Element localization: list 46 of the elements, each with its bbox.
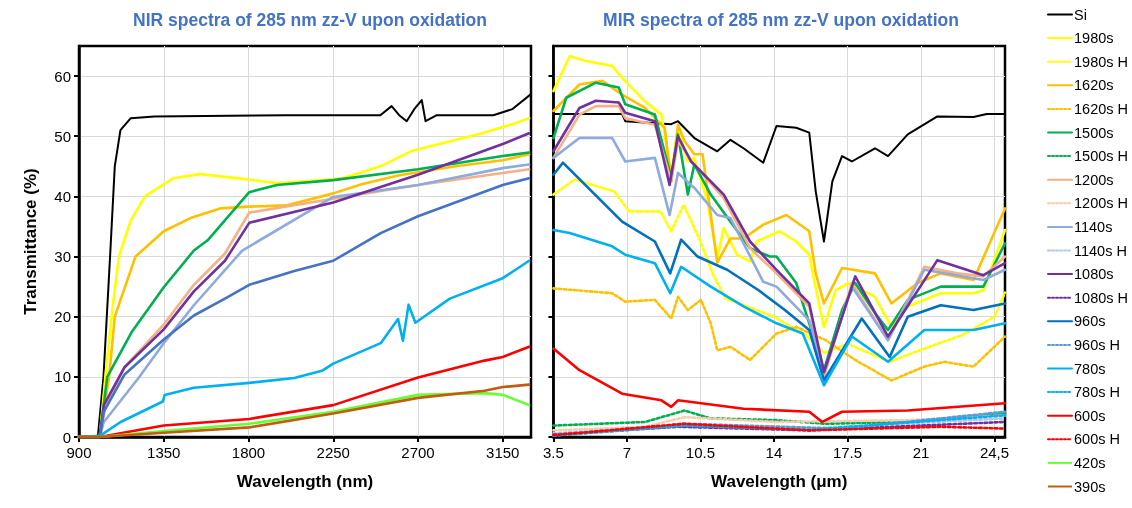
y-tick-label: 40 <box>54 187 71 205</box>
x-tick-label: 17.5 <box>832 444 863 461</box>
x-tick-label: 2250 <box>316 444 350 461</box>
legend-label: 1200s H <box>1074 195 1129 212</box>
x-axis-title: Wavelength (nm) <box>236 472 374 491</box>
legend-label: 1500s H <box>1074 148 1129 165</box>
x-tick-label: 14 <box>765 444 783 461</box>
text: 420s <box>1074 454 1106 471</box>
x-tick-label: 1350 <box>147 444 181 461</box>
legend-label: 1080s H <box>1074 289 1129 306</box>
y-tick-label: 30 <box>54 248 71 266</box>
x-tick-label: 7 <box>622 444 632 461</box>
x-tick-label: 3.5 <box>543 444 564 461</box>
x-tick-label: 2700 <box>401 444 435 461</box>
legend-label: 780s <box>1074 360 1106 377</box>
x-tick-label: 900 <box>66 444 92 461</box>
y-tick-label: 0 <box>62 428 71 446</box>
text: 390s <box>1074 478 1106 495</box>
legend-label: 1140s H <box>1074 242 1127 259</box>
legend-label: 600s <box>1074 407 1106 424</box>
legend-label: 1980s H <box>1074 53 1129 70</box>
legend-label: 600s H <box>1074 431 1120 448</box>
chart-title: NIR spectra of 285 nm zz-V upon oxidation <box>133 10 487 30</box>
legend-label: 1620s H <box>1074 100 1129 117</box>
x-tick-label: 10.5 <box>685 444 716 461</box>
x-tick-label: 3150 <box>486 444 520 461</box>
legend-label: 960s <box>1074 313 1106 330</box>
legend-label: 1620s <box>1074 77 1114 94</box>
x-tick-label: 24,5 <box>979 444 1010 461</box>
y-tick-label: 60 <box>54 67 71 85</box>
x-tick-label: 1800 <box>231 444 266 461</box>
y-tick-label: 50 <box>54 127 71 145</box>
legend-label: 1200s <box>1074 171 1114 188</box>
legend-label: 960s H <box>1074 336 1120 353</box>
chart-title: MIR spectra of 285 nm zz-V upon oxidation <box>603 10 959 30</box>
legend-label: 1080s <box>1074 266 1114 283</box>
legend-label: Si <box>1074 6 1087 23</box>
y-tick-label: 20 <box>54 308 71 326</box>
y-tick-label: 10 <box>54 368 71 386</box>
legend-label: 1500s <box>1074 124 1114 141</box>
legend-label: 1980s <box>1074 30 1114 47</box>
legend-label: 780s H <box>1074 384 1120 401</box>
x-axis-title: Wavelength (μm) <box>711 472 848 491</box>
legend-label: 1140s <box>1074 218 1113 235</box>
y-axis-title: Transmittance (%) <box>21 168 40 315</box>
x-tick-label: 21 <box>912 444 930 461</box>
